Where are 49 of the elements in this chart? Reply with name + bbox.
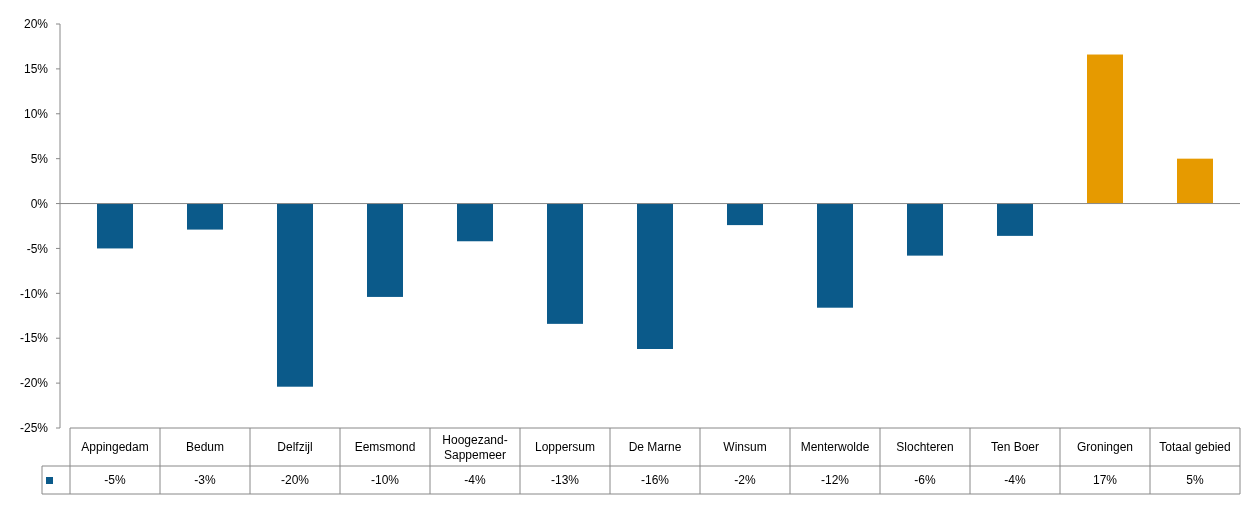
bar [187, 203, 223, 230]
x-tick-label: Hoogezand-Sappemeer [442, 433, 508, 463]
bar [727, 203, 763, 226]
data-label: -5% [104, 473, 126, 488]
bar [1087, 54, 1123, 204]
data-label: 17% [1092, 473, 1118, 488]
bar [457, 203, 493, 242]
y-tick-label: -20% [19, 376, 49, 391]
bar [1177, 158, 1213, 204]
x-tick-label: Slochteren [896, 440, 954, 455]
x-tick-label: Groningen [1076, 440, 1134, 455]
y-tick-label: -25% [19, 421, 49, 436]
data-label: -20% [280, 473, 310, 488]
data-label: -2% [734, 473, 756, 488]
data-label: -4% [1004, 473, 1026, 488]
x-tick-label: Eemsmond [354, 440, 416, 455]
data-label: 5% [1186, 473, 1204, 488]
y-tick-label: 10% [23, 106, 49, 121]
bar [907, 203, 943, 256]
x-tick-label: Bedum [185, 440, 225, 455]
bar [997, 203, 1033, 236]
x-tick-label: Appingedam [81, 440, 149, 455]
y-tick-label: 0% [30, 196, 49, 211]
y-tick-label: 15% [23, 62, 49, 77]
bar [817, 203, 853, 308]
data-label: -6% [914, 473, 936, 488]
data-label: -10% [370, 473, 400, 488]
x-tick-label: Menterwolde [800, 440, 870, 455]
bar [367, 203, 403, 297]
y-tick-label: -10% [19, 286, 49, 301]
x-tick-label: Ten Boer [990, 440, 1040, 455]
x-tick-label: Winsum [723, 440, 767, 455]
data-label: -12% [820, 473, 850, 488]
bar [547, 203, 583, 324]
bar [637, 203, 673, 349]
y-tick-label: 20% [23, 17, 49, 32]
x-tick-label: De Marne [628, 440, 682, 455]
x-tick-label: Totaal gebied [1159, 440, 1231, 455]
y-tick-label: -15% [19, 331, 49, 346]
x-tick-label: Loppersum [534, 440, 596, 455]
data-label: -16% [640, 473, 670, 488]
data-label: -13% [550, 473, 580, 488]
y-tick-label: -5% [26, 241, 49, 256]
bar [97, 203, 133, 249]
data-label: -3% [194, 473, 216, 488]
y-tick-label: 5% [30, 151, 49, 166]
data-label: -4% [464, 473, 486, 488]
x-tick-label: Delfzijl [277, 440, 313, 455]
bar [277, 203, 313, 387]
